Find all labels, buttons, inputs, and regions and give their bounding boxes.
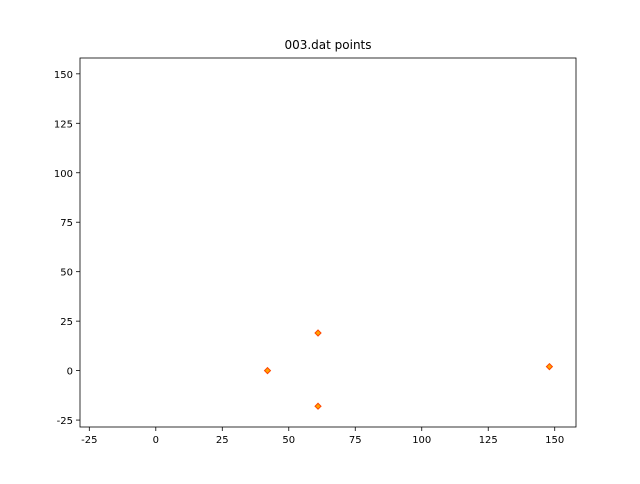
y-tick-label-3: 50: [60, 268, 73, 279]
y-tick-label-1: 0: [67, 367, 73, 378]
y-tick-label-4: 75: [60, 218, 73, 229]
x-tick-label-2: 25: [216, 435, 229, 446]
y-tick-label-0: -25: [57, 416, 73, 427]
x-tick-label-0: -25: [81, 435, 97, 446]
plot-frame: [79, 57, 577, 428]
x-tick-label-3: 50: [282, 435, 295, 446]
y-tick-label-5: 100: [54, 169, 73, 180]
plot-area: -25 0 25 50 75 100 125 150 -25 0 25 50 75 100 125 150: [54, 57, 577, 446]
x-tick-label-7: 150: [545, 435, 564, 446]
x-tick-label-6: 125: [479, 435, 498, 446]
chart-title: 003.dat points: [284, 38, 371, 52]
x-tick-label-1: 0: [153, 435, 159, 446]
x-tick-label-4: 75: [349, 435, 362, 446]
data-point-0-3: [545, 362, 554, 371]
y-tick-label-7: 150: [54, 70, 73, 81]
data-point-0-1: [314, 329, 322, 337]
y-tick-label-2: 25: [60, 317, 73, 328]
data-point-0-2: [314, 402, 322, 410]
x-tick-label-5: 100: [412, 435, 431, 446]
data-point-0-0: [263, 366, 272, 375]
y-tick-label-6: 125: [54, 119, 73, 130]
